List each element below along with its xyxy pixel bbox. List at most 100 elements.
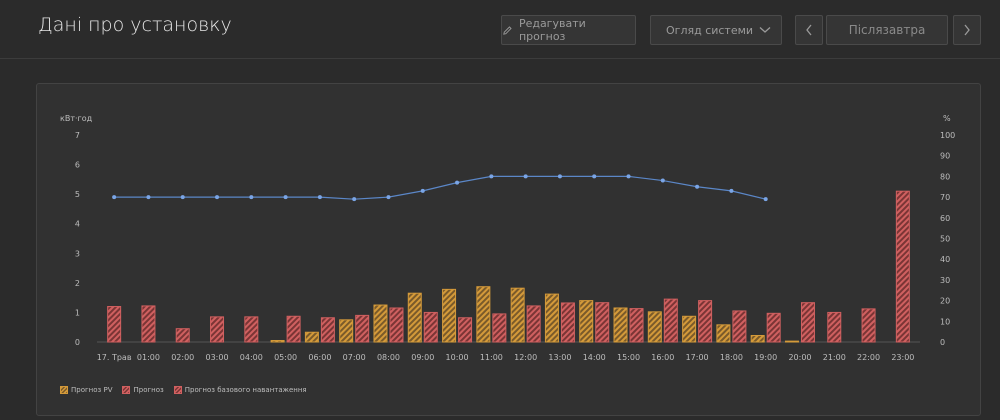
- y-right-tick-label: 0: [940, 338, 945, 347]
- bar-forecast[interactable]: [560, 302, 575, 343]
- line-point[interactable]: [489, 174, 494, 179]
- bar-pv[interactable]: [613, 307, 628, 343]
- line-point[interactable]: [523, 174, 528, 179]
- previous-day-button[interactable]: [795, 15, 823, 45]
- bar-forecast[interactable]: [595, 302, 610, 343]
- x-tick-label: 09:00: [411, 353, 434, 362]
- legend-swatch-forecast: [122, 386, 131, 394]
- bar-pv[interactable]: [716, 324, 731, 343]
- legend-item-base-load[interactable]: Прогноз базового навантаження: [173, 386, 307, 394]
- x-tick-label: 21:00: [823, 353, 846, 362]
- x-tick-label: 03:00: [205, 353, 228, 362]
- bar-forecast[interactable]: [629, 308, 644, 343]
- line-point[interactable]: [180, 195, 185, 200]
- bar-forecast[interactable]: [895, 190, 910, 343]
- line-point[interactable]: [352, 197, 357, 202]
- line-point[interactable]: [763, 197, 768, 202]
- line-point[interactable]: [660, 178, 665, 183]
- bar-forecast[interactable]: [698, 300, 713, 343]
- pencil-icon: [503, 25, 512, 35]
- bar-pv[interactable]: [270, 340, 285, 343]
- y-right-tick-label: 70: [940, 193, 950, 202]
- legend-label-pv: Прогноз PV: [71, 386, 113, 394]
- legend-item-pv[interactable]: Прогноз PV: [60, 386, 112, 394]
- x-tick-label: 04:00: [240, 353, 263, 362]
- x-tick-label: 12:00: [514, 353, 537, 362]
- line-point[interactable]: [729, 188, 734, 193]
- bar-forecast[interactable]: [286, 315, 301, 343]
- bar-pv[interactable]: [304, 331, 319, 343]
- selected-day-button[interactable]: Післязавтра: [826, 15, 948, 45]
- y-right-tick-label: 30: [940, 276, 950, 285]
- line-point[interactable]: [695, 184, 700, 189]
- bar-pv[interactable]: [784, 340, 799, 343]
- line-point[interactable]: [626, 174, 631, 179]
- bar-pv[interactable]: [579, 300, 594, 343]
- x-tick-label: 17. Трав: [97, 353, 132, 362]
- line-point[interactable]: [592, 174, 597, 179]
- line-point[interactable]: [112, 195, 117, 200]
- bar-forecast[interactable]: [320, 317, 335, 343]
- bar-forecast[interactable]: [175, 328, 190, 343]
- bar-forecast[interactable]: [663, 298, 678, 343]
- y-right-tick-label: 20: [940, 297, 950, 306]
- edit-forecast-button[interactable]: Редагувати прогноз: [501, 15, 636, 45]
- x-tick-label: 11:00: [480, 353, 503, 362]
- system-overview-select[interactable]: Огляд системи: [650, 15, 782, 45]
- bar-forecast[interactable]: [861, 308, 876, 343]
- x-tick-label: 07:00: [343, 353, 366, 362]
- bar-pv[interactable]: [339, 319, 354, 343]
- line-point[interactable]: [386, 195, 391, 200]
- bar-pv[interactable]: [510, 287, 525, 343]
- bar-forecast[interactable]: [492, 313, 507, 343]
- edit-forecast-label: Редагувати прогноз: [518, 17, 586, 43]
- next-day-button[interactable]: [953, 15, 981, 45]
- bar-pv[interactable]: [647, 311, 662, 343]
- bar-forecast[interactable]: [423, 311, 438, 343]
- line-point[interactable]: [420, 188, 425, 193]
- bar-forecast[interactable]: [355, 314, 370, 343]
- x-tick-label: 15:00: [617, 353, 640, 362]
- y-left-tick-label: 1: [75, 308, 80, 317]
- line-point[interactable]: [249, 195, 254, 200]
- bar-forecast[interactable]: [526, 305, 541, 343]
- line-point[interactable]: [215, 195, 220, 200]
- bar-forecast[interactable]: [827, 311, 842, 343]
- bar-pv[interactable]: [373, 304, 388, 343]
- bar-pv[interactable]: [476, 286, 491, 343]
- bar-forecast[interactable]: [107, 306, 122, 343]
- x-tick-label: 23:00: [891, 353, 914, 362]
- chart-legend: Прогноз PV Прогноз Прогноз базового нава…: [60, 386, 307, 394]
- line-point[interactable]: [317, 195, 322, 200]
- bar-pv[interactable]: [544, 293, 559, 343]
- bar-forecast[interactable]: [389, 307, 404, 343]
- y-right-tick-label: 60: [940, 214, 950, 223]
- line-point[interactable]: [146, 195, 151, 200]
- bar-pv[interactable]: [682, 315, 697, 343]
- legend-label-forecast: Прогноз: [133, 386, 164, 394]
- bar-forecast[interactable]: [210, 316, 225, 343]
- bar-pv[interactable]: [442, 288, 457, 343]
- line-point[interactable]: [557, 174, 562, 179]
- x-tick-label: 16:00: [651, 353, 674, 362]
- line-point[interactable]: [283, 195, 288, 200]
- bar-forecast[interactable]: [244, 316, 259, 343]
- legend-swatch-pv: [60, 386, 68, 394]
- bar-forecast[interactable]: [800, 302, 815, 343]
- line-point[interactable]: [455, 180, 460, 185]
- bar-pv[interactable]: [750, 334, 765, 343]
- page-header: Дані про установку Редагувати прогноз Ог…: [0, 0, 1000, 59]
- x-tick-label: 10:00: [446, 353, 469, 362]
- bar-forecast[interactable]: [766, 312, 781, 343]
- y-left-tick-label: 6: [75, 161, 80, 170]
- legend-item-forecast[interactable]: Прогноз: [122, 386, 164, 394]
- bar-pv[interactable]: [407, 292, 422, 343]
- bar-forecast[interactable]: [458, 317, 473, 343]
- bar-forecast[interactable]: [141, 305, 156, 343]
- x-tick-label: 14:00: [583, 353, 606, 362]
- x-tick-label: 20:00: [788, 353, 811, 362]
- chevron-down-icon: [759, 27, 771, 33]
- page-title: Дані про установку: [38, 14, 232, 36]
- bar-forecast[interactable]: [732, 310, 747, 343]
- x-tick-label: 17:00: [686, 353, 709, 362]
